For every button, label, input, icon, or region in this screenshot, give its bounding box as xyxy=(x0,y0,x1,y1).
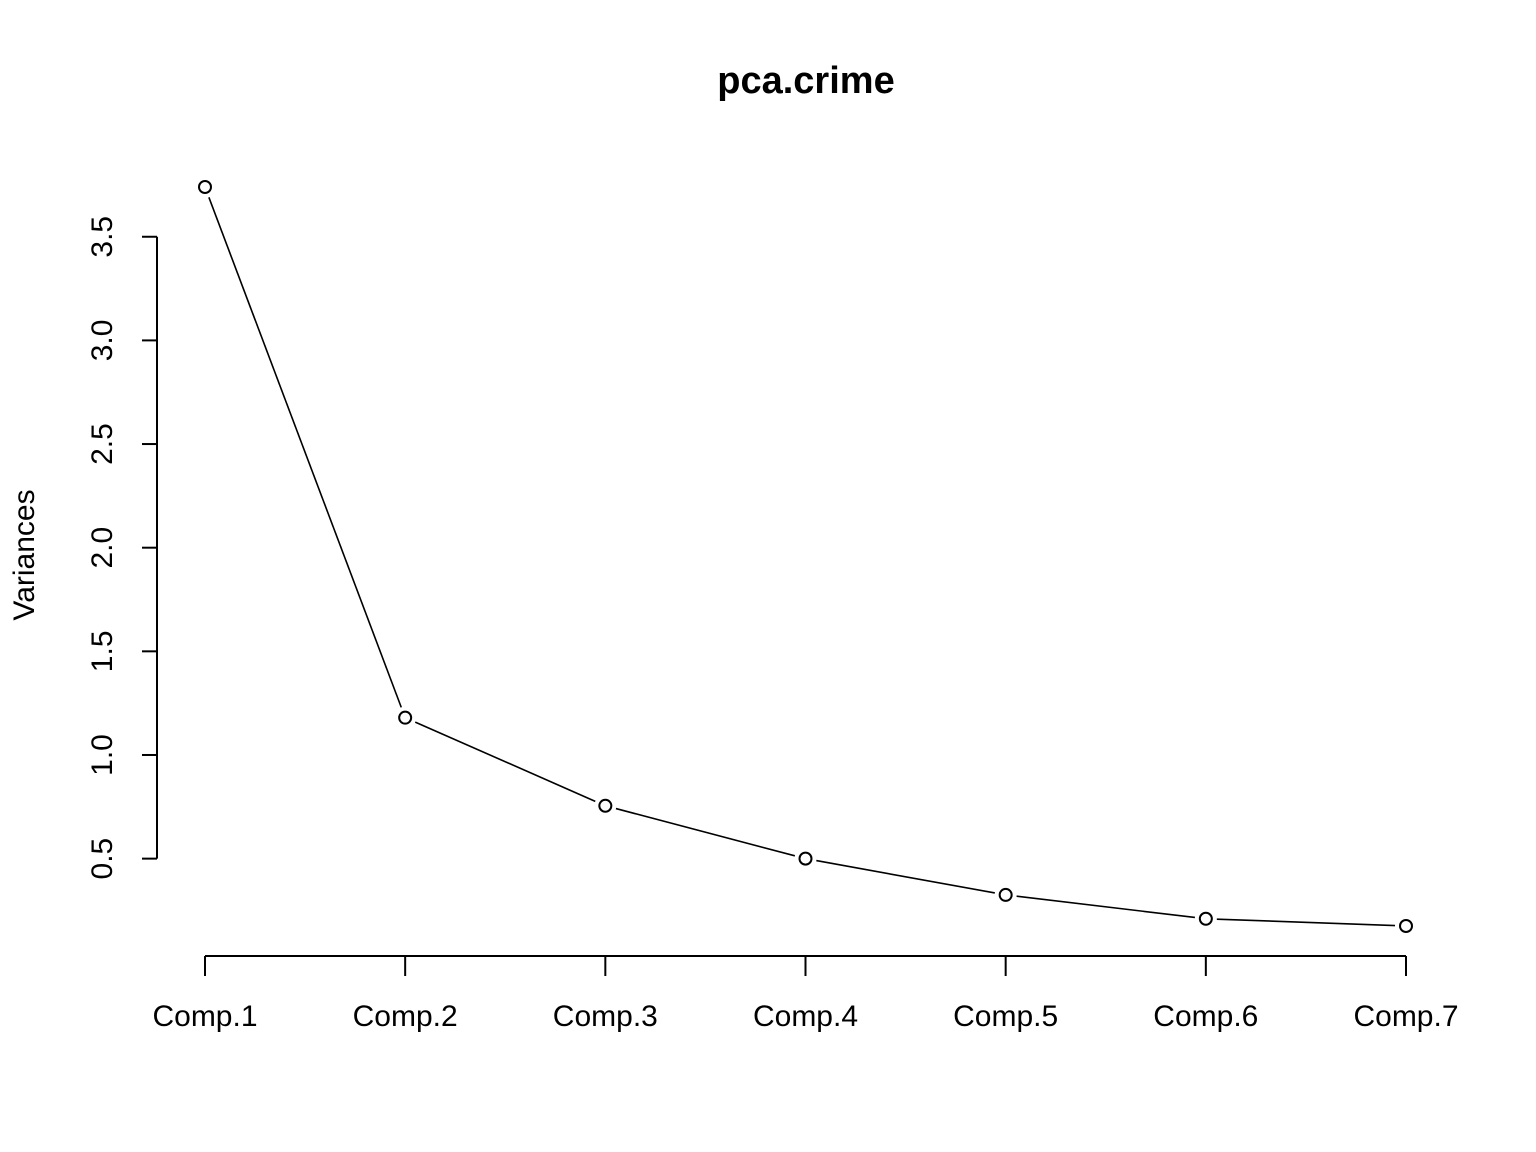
series-segment xyxy=(414,721,596,803)
y-axis-label: Variances xyxy=(8,489,41,620)
data-point xyxy=(998,887,1013,902)
x-tick-label: Comp.2 xyxy=(353,1000,458,1033)
data-point xyxy=(398,710,413,725)
data-point xyxy=(598,798,613,813)
y-tick-label: 1.0 xyxy=(86,734,119,776)
series-segment xyxy=(1216,918,1396,927)
data-point xyxy=(798,851,813,866)
x-tick-label: Comp.3 xyxy=(553,1000,658,1033)
x-tick-label: Comp.6 xyxy=(1153,1000,1258,1033)
chart-title: pca.crime xyxy=(717,60,894,102)
y-tick-label: 2.0 xyxy=(86,527,119,569)
series-points xyxy=(198,180,1413,933)
x-tick-label: Comp.7 xyxy=(1353,1000,1458,1033)
series-segment xyxy=(1016,895,1196,919)
y-tick-label: 1.5 xyxy=(86,630,119,672)
x-tick-label: Comp.5 xyxy=(953,1000,1058,1033)
y-axis: 0.5 1.0 1.5 2.0 2.5 3.0 3.5 xyxy=(86,216,158,880)
series-segment xyxy=(208,197,403,708)
y-tick-label: 3.0 xyxy=(86,320,119,362)
y-tick-label: 2.5 xyxy=(86,423,119,465)
x-tick-label: Comp.1 xyxy=(152,1000,257,1033)
series-segment xyxy=(816,859,995,894)
data-point xyxy=(1198,911,1213,926)
y-tick-label: 0.5 xyxy=(86,838,119,880)
series-line xyxy=(208,197,1396,927)
x-tick-label: Comp.4 xyxy=(753,1000,858,1033)
series-segment xyxy=(615,807,796,857)
y-tick-label: 3.5 xyxy=(86,216,119,258)
data-point xyxy=(198,180,212,194)
x-axis: Comp.1 Comp.2 Comp.3 Comp.4 Comp.5 Comp.6 Comp… xyxy=(152,955,1459,1033)
data-point xyxy=(1399,919,1413,933)
